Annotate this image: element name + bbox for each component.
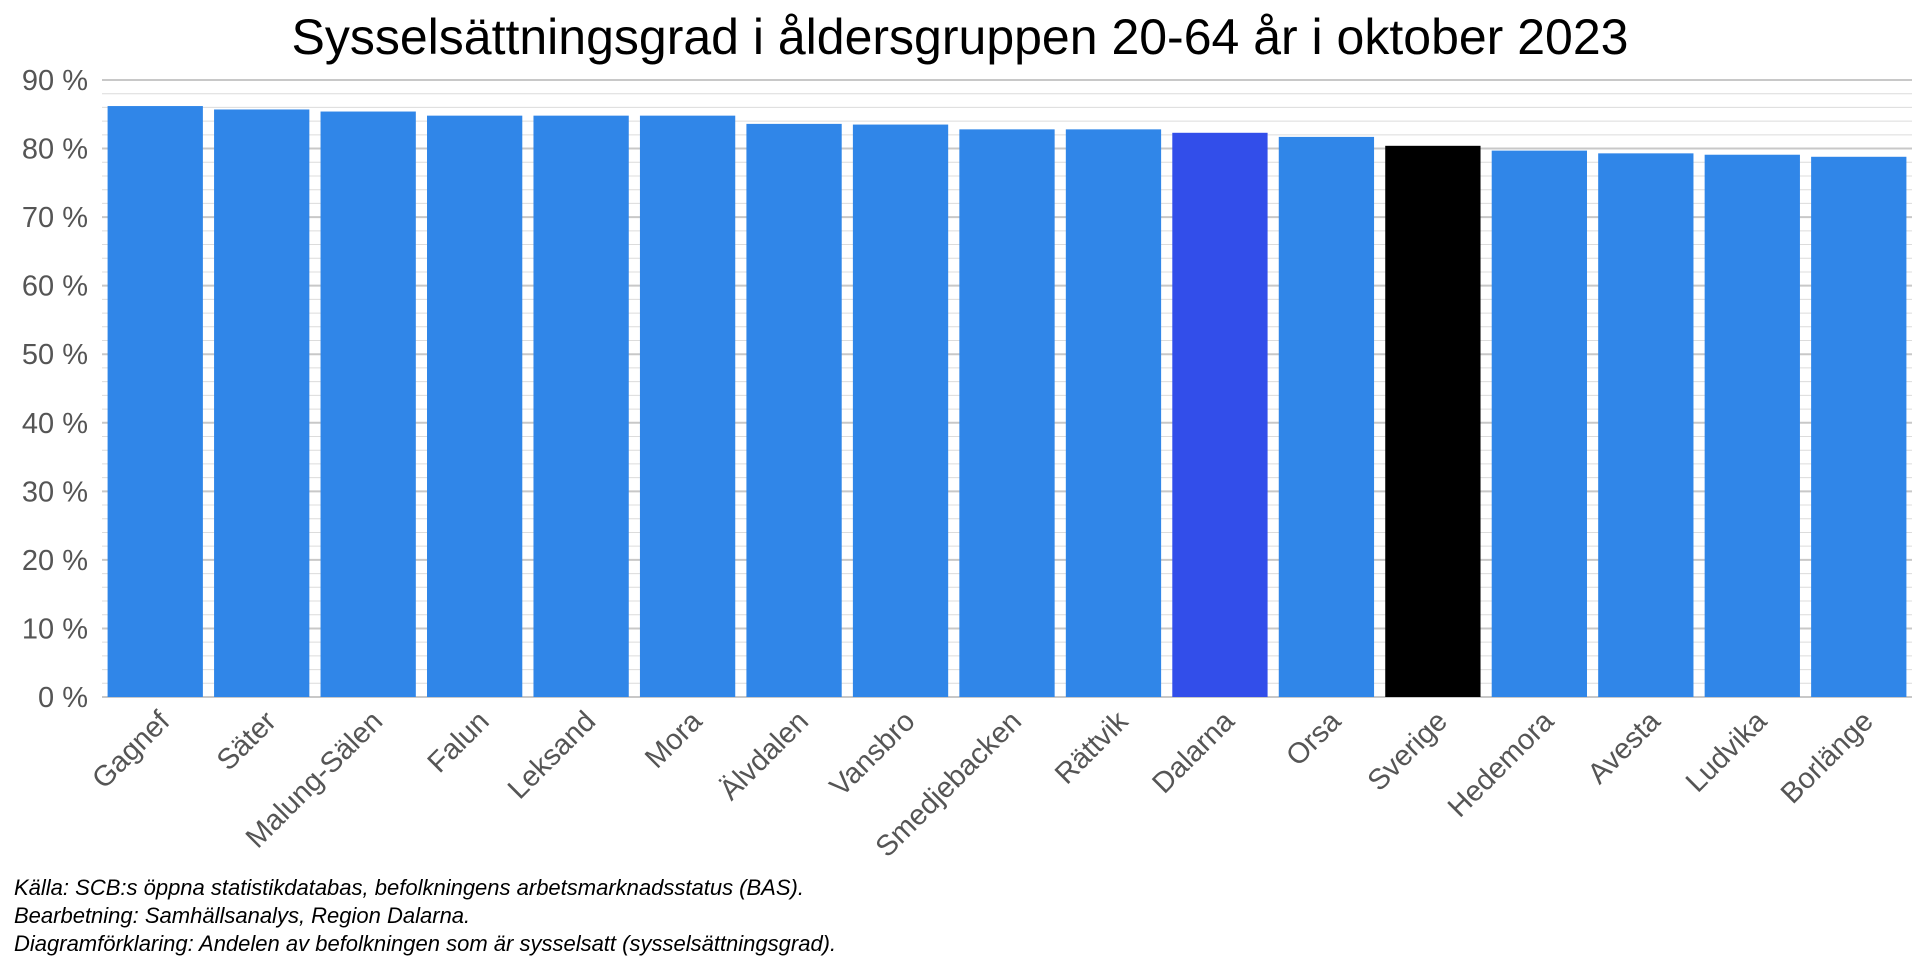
x-tick-label: Leksand [502,705,602,805]
caption: Källa: SCB:s öppna statistikdatabas, bef… [14,874,836,958]
bar-dalarna [1172,132,1268,697]
y-tick-label: 60 % [22,271,88,303]
bar-älvdalen [746,123,842,698]
bar-sverige [1385,145,1481,697]
y-tick-label: 0 % [38,682,88,714]
x-tick-label: Vansbro [824,705,921,802]
bar-avesta [1598,153,1694,698]
bar-hedemora [1491,150,1587,697]
bar-borlänge [1811,156,1907,697]
x-tick-label: Säter [211,705,283,777]
y-axis-tick-labels: 0 % 10 % 20 % 30 % 40 % 50 % 60 % 70 % 80 % 90 % [22,65,88,714]
x-tick-label: Hedemora [1442,705,1561,824]
chart-title: Sysselsättningsgrad i åldersgruppen 20-6… [291,9,1629,65]
x-tick-label: Rättvik [1049,705,1135,791]
x-tick-label: Borlänge [1775,705,1880,810]
x-tick-label: Avesta [1582,705,1668,791]
y-tick-label: 70 % [22,202,88,234]
bar-smedjebacken [959,129,1055,698]
x-tick-label: Ludvika [1680,705,1774,799]
bar-gagnef [107,106,203,698]
y-tick-label: 20 % [22,545,88,577]
y-tick-label: 80 % [22,134,88,166]
y-tick-label: 50 % [22,339,88,371]
bar-malung-sälen [320,111,416,698]
x-tick-label: Falun [422,705,496,779]
x-tick-label: Sverige [1362,705,1454,797]
bar-rättvik [1065,129,1162,698]
caption-source: Källa: SCB:s öppna statistikdatabas, bef… [14,875,804,900]
x-tick-label: Älvdalen [714,705,815,806]
bar-vansbro [852,124,949,698]
bar-falun [427,115,523,698]
y-tick-label: 30 % [22,476,88,508]
x-tick-label: Orsa [1280,705,1348,773]
bar-ludvika [1704,154,1800,697]
caption-explanation: Diagramförklaring: Andelen av befolkning… [14,931,837,956]
bar-leksand [533,115,629,698]
bars [107,106,1907,698]
x-tick-label: Gagnef [86,705,177,796]
bar-säter [214,109,310,698]
y-tick-label: 10 % [22,613,88,645]
bar-orsa [1278,136,1375,697]
caption-processing: Bearbetning: Samhällsanalys, Region Dala… [14,903,471,928]
y-tick-label: 90 % [22,65,88,97]
x-tick-label: Mora [639,705,709,775]
x-tick-label: Dalarna [1146,705,1241,800]
y-tick-label: 40 % [22,408,88,440]
bar-mora [639,115,736,698]
